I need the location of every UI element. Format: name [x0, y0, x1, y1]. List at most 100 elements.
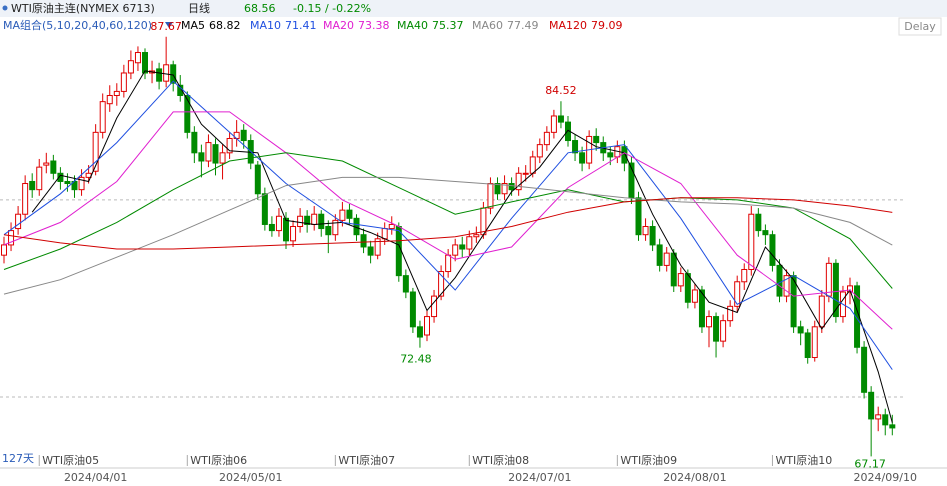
x-tick-label: 2024/08/01 [663, 471, 726, 484]
legend-value: 68.82 [209, 19, 241, 32]
candle-body [804, 332, 811, 359]
candle-body [268, 223, 275, 232]
candle-body [78, 176, 85, 191]
candle-body [684, 273, 691, 303]
ma-line [3, 176, 893, 295]
ma-line [3, 80, 893, 370]
candle-body [127, 60, 134, 74]
candle-body [311, 213, 318, 225]
candle-body [480, 207, 487, 236]
candle-body [670, 252, 677, 287]
ma-line [3, 152, 893, 289]
candle-body [720, 320, 727, 342]
ma-line [3, 111, 893, 330]
candle-body [254, 164, 261, 195]
low-label: 67.17 [854, 457, 886, 470]
candle-body [847, 285, 853, 293]
contract-label: WTI原油09 [620, 453, 677, 467]
candle-body [360, 234, 367, 248]
days: 127天 [2, 452, 34, 465]
candle-body [290, 226, 297, 242]
candle-body [515, 172, 522, 191]
candle-body [346, 209, 353, 219]
candle-body [621, 146, 628, 164]
candle-body [120, 72, 127, 92]
candle-body [663, 252, 670, 266]
candle-body [550, 115, 557, 133]
x-tick-label: 2024/05/01 [219, 471, 282, 484]
legend-name: MA120 [549, 19, 587, 32]
candle-body [642, 226, 649, 236]
candle-body [875, 414, 882, 420]
candle-body [508, 183, 515, 191]
delay-box [898, 17, 942, 36]
candle-body [374, 238, 381, 256]
candle-body [698, 289, 705, 328]
candle-body [29, 180, 36, 191]
legend-value: 79.09 [591, 19, 623, 32]
candle-body [445, 254, 452, 273]
candle-body [106, 95, 113, 105]
candle-body [64, 180, 71, 185]
candle-body [501, 183, 508, 195]
contract-label: WTI原油05 [42, 453, 99, 467]
change: -0.15 / -0.22% [293, 2, 371, 15]
legend-entry: MA5 68.82 [181, 19, 241, 32]
candle-body [649, 226, 656, 246]
candle-body [275, 215, 282, 232]
candle-body [459, 244, 466, 250]
ma-group[interactable]: MA组合(5,10,20,40,60,120) [3, 18, 152, 32]
candle-body [727, 305, 734, 322]
header-bar [0, 0, 947, 17]
candle-body [409, 291, 416, 328]
last-price: 68.56 [244, 2, 276, 15]
candle-body [889, 424, 896, 429]
legend-entry: MA120 79.09 [549, 19, 623, 32]
legend-name: MA60 [472, 19, 503, 32]
candle-body [466, 236, 473, 250]
candle-body [43, 162, 50, 166]
delay: Delay [904, 20, 936, 33]
dropdown-arrow[interactable] [165, 22, 173, 28]
legend-entry: MA40 75.37 [397, 19, 464, 32]
candle-body [706, 316, 712, 328]
candle-body [1, 244, 7, 256]
candle-body [797, 326, 804, 334]
legend-value: 75.37 [432, 19, 464, 32]
candle-body [593, 135, 600, 144]
candle-body [557, 115, 564, 123]
candle-body [367, 246, 374, 256]
candle-body [50, 160, 57, 174]
candle-body [57, 172, 64, 182]
candle-body [170, 64, 177, 84]
candle-body [522, 172, 529, 175]
bullet [2, 5, 8, 11]
candle-body [861, 346, 868, 393]
candle-body [473, 234, 480, 238]
candle-body [318, 213, 325, 230]
candle-body [868, 391, 875, 420]
legend-entry: MA20 73.38 [323, 19, 390, 32]
candle-body [529, 156, 536, 174]
candle-body [15, 213, 22, 230]
candle-body [579, 152, 586, 164]
candle-body [191, 131, 198, 154]
candle-body [543, 131, 550, 146]
candle-body [8, 230, 15, 246]
candle-body [424, 316, 430, 336]
candle-body [212, 144, 219, 164]
x-tick-label: 2024/09/10 [854, 471, 917, 484]
candle-body [332, 219, 339, 236]
candle-body [607, 152, 614, 158]
candle-body [156, 68, 163, 82]
candle-body [882, 414, 889, 426]
high-label: 87.67 [150, 20, 182, 33]
contract-label: WTI原油07 [338, 453, 395, 467]
legend-entry: MA10 71.41 [250, 19, 317, 32]
x-tick-label: 2024/04/01 [64, 471, 127, 484]
candle-body [741, 268, 748, 283]
candle-body [134, 52, 141, 64]
candle-body [713, 316, 720, 342]
candle-body [438, 271, 445, 297]
candle-body [142, 52, 148, 74]
